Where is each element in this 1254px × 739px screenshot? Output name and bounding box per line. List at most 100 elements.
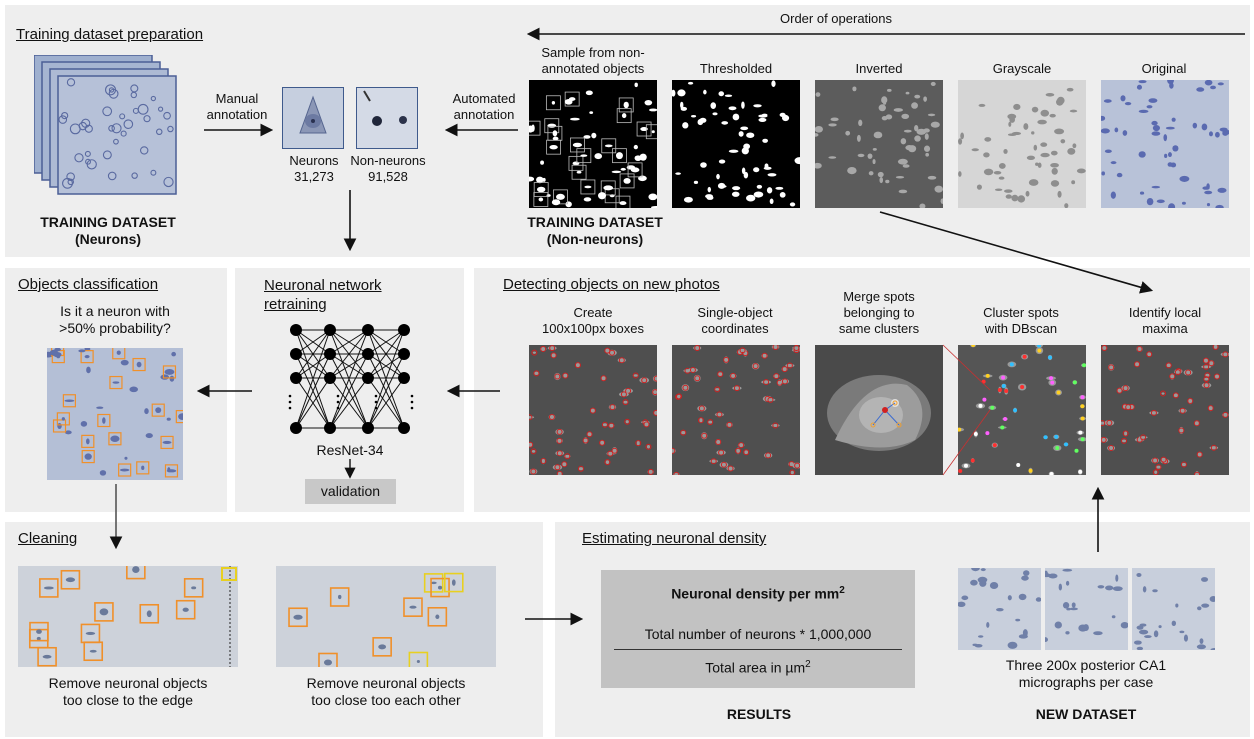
nn-ellipsis-dot bbox=[374, 406, 378, 410]
cell-blob bbox=[925, 152, 929, 157]
cell-blob bbox=[648, 193, 657, 201]
detection-marker bbox=[716, 411, 723, 418]
nn-node bbox=[324, 422, 336, 434]
nn-connection bbox=[367, 377, 405, 429]
detection-marker bbox=[1208, 360, 1215, 367]
cluster-point bbox=[1078, 469, 1083, 474]
cell-outline bbox=[167, 125, 174, 133]
cell-blob bbox=[715, 439, 722, 446]
new-micrograph-1 bbox=[958, 568, 1041, 650]
step-boxes-line1: Create bbox=[573, 305, 613, 320]
training-non-neurons-line1: TRAINING DATASET bbox=[527, 214, 663, 230]
step-coordinates-line2: coordinates bbox=[701, 321, 769, 336]
detection-marker bbox=[1134, 361, 1141, 368]
cell-blob bbox=[677, 89, 686, 97]
cell-blob bbox=[623, 400, 628, 404]
sample-box bbox=[636, 121, 652, 137]
cell-blob bbox=[1201, 123, 1208, 131]
cell-blob bbox=[1171, 117, 1176, 122]
cell-blob bbox=[601, 375, 606, 382]
cell-blob bbox=[744, 450, 749, 455]
cell-blob bbox=[178, 413, 183, 420]
cell-blob bbox=[1151, 120, 1158, 126]
cell-blob bbox=[1139, 191, 1145, 195]
cell-blob bbox=[675, 172, 681, 175]
cell-blob bbox=[961, 595, 969, 601]
detection-marker bbox=[635, 440, 642, 447]
detection-marker bbox=[789, 469, 796, 475]
cell-blob bbox=[1134, 640, 1142, 645]
detection-marker bbox=[1150, 409, 1157, 416]
cell-blob bbox=[42, 654, 52, 659]
cell-blob bbox=[1156, 199, 1165, 204]
cell-blob bbox=[84, 453, 92, 460]
cell-blob bbox=[1152, 589, 1158, 593]
cell-blob bbox=[1120, 95, 1126, 102]
detection-marker bbox=[647, 468, 654, 475]
cell-outline bbox=[137, 103, 149, 115]
cell-blob bbox=[337, 594, 342, 600]
cell-blob bbox=[789, 202, 796, 207]
cell-blob bbox=[1142, 586, 1147, 593]
cell-blob bbox=[1051, 167, 1058, 175]
cell-blob bbox=[883, 101, 887, 105]
cluster-point bbox=[1022, 354, 1027, 359]
cell-blob bbox=[1138, 151, 1146, 158]
cell-blob bbox=[552, 136, 559, 141]
cell-blob bbox=[766, 187, 773, 194]
cell-blob bbox=[1197, 451, 1202, 458]
nn-connection bbox=[329, 329, 369, 379]
nn-connection bbox=[329, 353, 369, 379]
step-thresholded-label: Thresholded bbox=[699, 61, 773, 76]
cluster-point bbox=[997, 388, 1002, 393]
cell-blob bbox=[868, 171, 874, 176]
cell-blob bbox=[680, 430, 686, 435]
cell-blob bbox=[779, 112, 786, 117]
cell-blob bbox=[974, 644, 983, 648]
cell-blob bbox=[1134, 361, 1140, 368]
cell-blob bbox=[1169, 373, 1175, 380]
cell-blob bbox=[1054, 621, 1062, 629]
detection-marker bbox=[582, 437, 589, 444]
detection-marker bbox=[589, 407, 596, 414]
cell-outline bbox=[143, 115, 151, 123]
cell-blob bbox=[680, 101, 684, 109]
edge-caption-line2: too close to the edge bbox=[63, 692, 193, 708]
neuron-box bbox=[139, 603, 160, 624]
cell-blob bbox=[583, 437, 588, 444]
formula-title-sup: 2 bbox=[839, 585, 845, 596]
cell-outline bbox=[155, 128, 163, 136]
cell-blob bbox=[565, 201, 572, 208]
cell-blob bbox=[1040, 152, 1050, 158]
classification-title: Objects classification bbox=[18, 276, 159, 293]
network-title-line1: Neuronal network bbox=[264, 277, 382, 294]
nn-node bbox=[398, 324, 410, 336]
training-non-neurons-label: TRAINING DATASET (Non-neurons) bbox=[522, 214, 668, 248]
detection-marker bbox=[735, 447, 742, 454]
cell-blob bbox=[815, 133, 819, 137]
detection-marker bbox=[533, 370, 540, 377]
detection-marker bbox=[1106, 419, 1113, 426]
cell-blob bbox=[1167, 152, 1172, 158]
cell-blob bbox=[564, 98, 573, 105]
cell-blob bbox=[958, 601, 966, 608]
cell-blob bbox=[867, 153, 873, 159]
question-line2: >50% probability? bbox=[59, 320, 171, 336]
cluster-point bbox=[1048, 355, 1053, 360]
detection-marker bbox=[727, 465, 734, 472]
cell-blob bbox=[761, 353, 768, 358]
cell-blob bbox=[927, 175, 937, 180]
cell-blob bbox=[741, 101, 745, 109]
cell-blob bbox=[1205, 373, 1210, 377]
detection-marker bbox=[577, 465, 584, 472]
cell-blob bbox=[576, 170, 582, 174]
cluster-point bbox=[1037, 348, 1042, 353]
cell-blob bbox=[1168, 203, 1176, 208]
nn-ellipsis-dot bbox=[410, 394, 414, 398]
cell-blob bbox=[1203, 357, 1209, 364]
detection-marker bbox=[632, 372, 639, 379]
detection-marker bbox=[1136, 345, 1143, 352]
neuron-box bbox=[175, 599, 196, 620]
nn-ellipsis-dot bbox=[288, 400, 292, 404]
cell-outline bbox=[62, 177, 73, 189]
